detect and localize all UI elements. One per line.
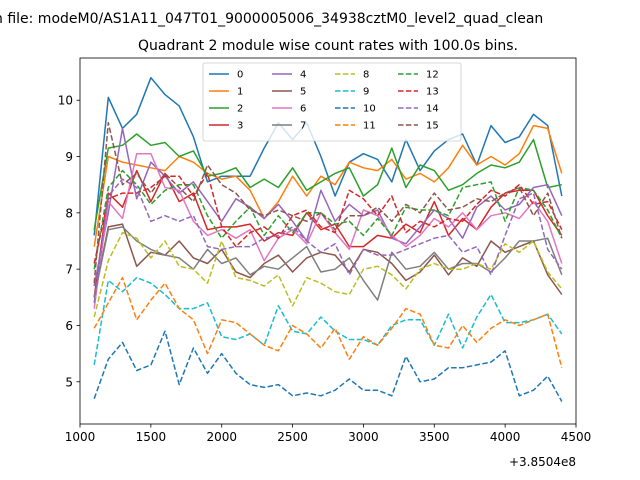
y-tick-label: 7 xyxy=(65,263,73,277)
series-line-2 xyxy=(93,133,562,230)
legend-label-1: 1 xyxy=(237,87,243,98)
legend-label-6: 6 xyxy=(300,104,306,115)
series-line-0 xyxy=(93,76,563,236)
y-tick-label: 10 xyxy=(58,94,73,108)
legend-label-2: 2 xyxy=(237,104,243,115)
x-tick-label: 4000 xyxy=(490,430,521,444)
legend-label-11: 11 xyxy=(363,121,376,132)
x-offset-label: +3.8504e8 xyxy=(509,455,576,469)
series-line-8 xyxy=(93,231,563,318)
x-tick-label: 1000 xyxy=(65,430,96,444)
y-tick-label: 5 xyxy=(65,375,73,389)
figure-suptitle: n file: modeM0/AS1A11_047T01_9000005006_… xyxy=(0,11,543,27)
x-tick-label: 3500 xyxy=(419,430,450,444)
chart-title: Quadrant 2 module wise count rates with … xyxy=(138,38,518,54)
series-line-1 xyxy=(93,124,563,247)
series-line-11 xyxy=(93,276,563,368)
series-line-7 xyxy=(93,226,563,301)
series-line-4 xyxy=(93,127,563,287)
series-line-14 xyxy=(93,178,563,303)
legend-label-13: 13 xyxy=(426,87,439,98)
y-tick-label: 8 xyxy=(65,206,73,220)
legend-label-10: 10 xyxy=(363,104,376,115)
x-tick-label: 2500 xyxy=(277,430,308,444)
legend-label-15: 15 xyxy=(426,121,439,132)
series-line-13 xyxy=(93,172,563,264)
legend-label-0: 0 xyxy=(237,70,243,81)
legend-label-7: 7 xyxy=(300,121,306,132)
x-tick-label: 2000 xyxy=(206,430,237,444)
legend-label-8: 8 xyxy=(363,70,369,81)
x-tick-label: 3000 xyxy=(348,430,379,444)
y-tick-label: 9 xyxy=(65,150,73,164)
legend-label-14: 14 xyxy=(426,104,439,115)
legend-label-3: 3 xyxy=(237,121,243,132)
legend-label-9: 9 xyxy=(363,87,369,98)
x-tick-label: 1500 xyxy=(136,430,167,444)
series-line-15 xyxy=(93,122,563,284)
series-line-5 xyxy=(93,223,563,298)
series-line-10 xyxy=(93,330,563,402)
series-line-9 xyxy=(93,276,563,366)
x-tick-label: 4500 xyxy=(561,430,592,444)
series-line-6 xyxy=(93,152,563,309)
plot-area: 1000 1500 2000 2500 3000 3500 4000 4500 5 6 7 8 9 10 0… xyxy=(58,57,592,444)
legend-label-5: 5 xyxy=(300,87,306,98)
y-tick-label: 6 xyxy=(65,319,73,333)
axes-frame xyxy=(79,57,577,425)
legend-box xyxy=(202,62,462,142)
series-line-12 xyxy=(93,169,563,270)
legend-label-4: 4 xyxy=(300,70,306,81)
legend-label-12: 12 xyxy=(426,70,439,81)
